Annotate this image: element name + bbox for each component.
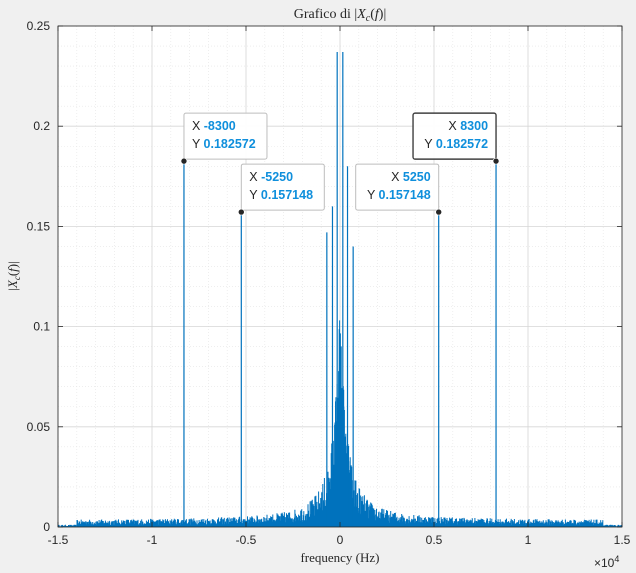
datatip-box <box>412 112 497 160</box>
datatip-box <box>240 163 325 211</box>
datatip-y-value: 0.157148 <box>261 188 313 202</box>
datatip-2[interactable]: X -5250 Y 0.157148 <box>238 163 325 216</box>
datatip-y-value: 0.182572 <box>436 137 488 151</box>
y-tick-label: 0.05 <box>27 420 51 434</box>
x-tick-label: -1.5 <box>48 533 69 547</box>
y-axis-label: |Xc(f)| <box>5 261 22 290</box>
datatip-y-label: Y 0.182572 <box>192 137 256 151</box>
x-tick-label: -1 <box>147 533 158 547</box>
datatip-y-value: 0.182572 <box>204 137 256 151</box>
datatip-marker <box>435 208 443 216</box>
datatip-4[interactable]: X 8300 Y 0.182572 <box>412 112 500 165</box>
x-tick-label: 1 <box>525 533 532 547</box>
chart-title: Grafico di |Xc(f)| <box>294 7 387 24</box>
datatip-y-label: Y 0.157148 <box>367 188 431 202</box>
datatip-y-label: Y 0.157148 <box>249 188 313 202</box>
datatip-x-label: X -5250 <box>249 170 293 184</box>
y-tick-label: 0.1 <box>33 320 50 334</box>
datatip-x-label: X -8300 <box>192 119 236 133</box>
datatip-x-value: 5250 <box>403 170 431 184</box>
y-tick-label: 0.25 <box>27 19 51 33</box>
x-axis-exponent: ×104 <box>594 554 619 570</box>
x-tick-label: 0 <box>337 533 344 547</box>
datatip-1[interactable]: X -8300 Y 0.182572 <box>180 112 268 165</box>
datatip-y-label: Y 0.182572 <box>424 137 488 151</box>
datatip-marker <box>492 157 500 165</box>
datatip-x-label: X 8300 <box>448 119 488 133</box>
x-tick-label: 0.5 <box>426 533 443 547</box>
datatip-y-value: 0.157148 <box>379 188 431 202</box>
datatip-x-value: 8300 <box>460 119 488 133</box>
datatip-3[interactable]: X 5250 Y 0.157148 <box>355 163 443 216</box>
datatip-box <box>355 163 440 211</box>
x-tick-label: -0.5 <box>236 533 257 547</box>
datatip-box <box>183 112 268 160</box>
y-tick-label: 0.2 <box>33 119 50 133</box>
x-axis-label: frequency (Hz) <box>300 550 379 565</box>
datatip-marker <box>238 208 245 216</box>
datatip-x-value: -5250 <box>261 170 293 184</box>
x-tick-label: 1.5 <box>614 533 631 547</box>
y-tick-label: 0.15 <box>27 219 51 233</box>
title-prefix: Grafico di <box>294 7 351 22</box>
y-tick-label: 0 <box>43 520 50 534</box>
datatip-x-value: -8300 <box>204 119 236 133</box>
datatip-marker <box>180 157 188 165</box>
datatip-x-label: X 5250 <box>391 170 431 184</box>
